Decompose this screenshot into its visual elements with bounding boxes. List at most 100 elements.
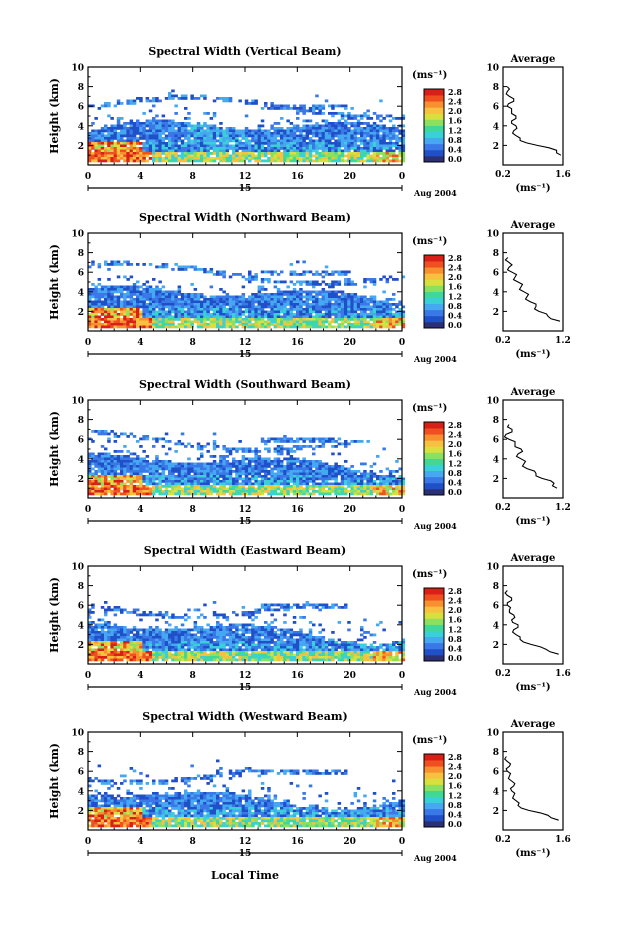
heatmap-cell — [273, 472, 278, 476]
heatmap-cell — [88, 142, 92, 145]
heatmap-cell — [388, 492, 393, 496]
heatmap-cell — [260, 310, 265, 314]
heatmap-cell — [94, 457, 98, 461]
heatmap-cell — [184, 97, 188, 100]
heatmap-cell — [222, 490, 226, 493]
heatmap-cell — [104, 142, 108, 145]
heatmap-cell — [398, 300, 402, 304]
heatmap-cell — [190, 295, 194, 299]
heatmap-cell — [152, 119, 156, 123]
heatmap-cell — [209, 268, 214, 271]
heatmap-cell — [353, 159, 358, 163]
heatmap-cell — [116, 132, 121, 135]
heatmap-cell — [161, 318, 166, 321]
heatmap-cell — [283, 308, 287, 311]
heatmap-cell — [401, 154, 406, 158]
heatmap-cell — [107, 487, 111, 491]
heatmap-cell — [190, 323, 194, 326]
heatmap-cell — [264, 278, 268, 281]
heatmap-cell — [321, 465, 326, 468]
heatmap-cell — [190, 134, 194, 138]
heatmap-cell — [209, 475, 214, 478]
heatmap-cell — [228, 490, 233, 493]
heatmap-cell — [174, 318, 178, 321]
heatmap-cell — [222, 320, 226, 324]
heatmap-cell — [171, 465, 175, 468]
heatmap-cell — [104, 159, 108, 163]
heatmap-cell — [260, 482, 265, 486]
heatmap-cell — [260, 467, 265, 471]
heatmap-cell — [187, 490, 191, 493]
heatmap-cell — [392, 298, 396, 301]
heatmap-cell — [200, 455, 204, 458]
heatmap-cell — [168, 144, 172, 148]
heatmap-cell — [228, 323, 233, 326]
heatmap-cell — [116, 300, 121, 304]
heatmap-cell — [180, 300, 185, 304]
heatmap-cell — [347, 485, 351, 488]
heatmap-cell — [104, 323, 108, 326]
heatmap-cell — [244, 305, 249, 309]
heatmap-cell — [401, 482, 406, 486]
heatmap-cell — [283, 303, 287, 306]
heatmap-cell — [193, 124, 198, 128]
heatmap-cell — [200, 295, 204, 299]
heatmap-cell — [379, 119, 383, 123]
heatmap-cell — [155, 265, 159, 269]
heatmap-cell — [148, 305, 153, 309]
heatmap-cell — [209, 480, 214, 483]
heatmap-cell — [334, 124, 338, 128]
heatmap-cell — [110, 318, 114, 321]
heatmap-cell — [376, 303, 380, 306]
heatmap-cell — [238, 295, 242, 299]
heatmap-cell — [356, 477, 361, 481]
heatmap-cell — [88, 325, 92, 329]
heatmap-cell — [196, 305, 201, 309]
heatmap-cell — [187, 112, 191, 115]
heatmap-cell — [158, 132, 162, 135]
colorbar-swatch — [424, 452, 444, 459]
heatmap-cell — [168, 467, 172, 471]
heatmap-cell — [334, 295, 338, 299]
heatmap-cell — [136, 487, 140, 491]
heatmap-cell — [353, 310, 358, 314]
heatmap-cell — [321, 440, 326, 443]
heatmap-cell — [206, 467, 210, 471]
heatmap-cell — [158, 144, 162, 148]
heatmap-cell — [398, 482, 402, 486]
heatmap-cell — [235, 147, 239, 150]
heatmap-cell — [113, 460, 118, 463]
heatmap-cell — [184, 315, 188, 319]
heatmap-cell — [392, 475, 396, 478]
heatmap-cell — [356, 320, 361, 324]
heatmap-cell — [107, 137, 111, 140]
heatmap-cell — [331, 477, 335, 481]
heatmap-cell — [97, 303, 102, 306]
heatmap-cell — [155, 147, 159, 150]
heatmap-cell — [158, 325, 162, 329]
heatmap-cell — [292, 305, 297, 309]
heatmap-cell — [88, 482, 92, 486]
heatmap-cell — [206, 149, 210, 153]
heatmap-cell — [123, 323, 127, 326]
heatmap-cell — [155, 129, 159, 133]
heatmap-cell — [88, 658, 92, 662]
heatmap-cell — [372, 144, 377, 148]
heatmap-cell — [152, 308, 156, 311]
heatmap-cell — [312, 283, 316, 286]
heatmap-cell — [100, 472, 105, 476]
heatmap-cell — [270, 107, 274, 110]
heatmap-cell — [206, 132, 210, 135]
heatmap-cell — [273, 107, 278, 110]
heatmap-cell — [334, 122, 338, 125]
heatmap-cell — [120, 313, 124, 316]
heatmap-cell — [308, 320, 313, 324]
heatmap-cell — [292, 270, 297, 274]
heatmap-cell — [366, 144, 370, 148]
heatmap-cell — [276, 144, 281, 148]
heatmap-cell — [318, 142, 322, 145]
heatmap-cell — [152, 149, 156, 153]
heatmap-cell — [286, 159, 290, 163]
heatmap-cell — [196, 159, 201, 163]
